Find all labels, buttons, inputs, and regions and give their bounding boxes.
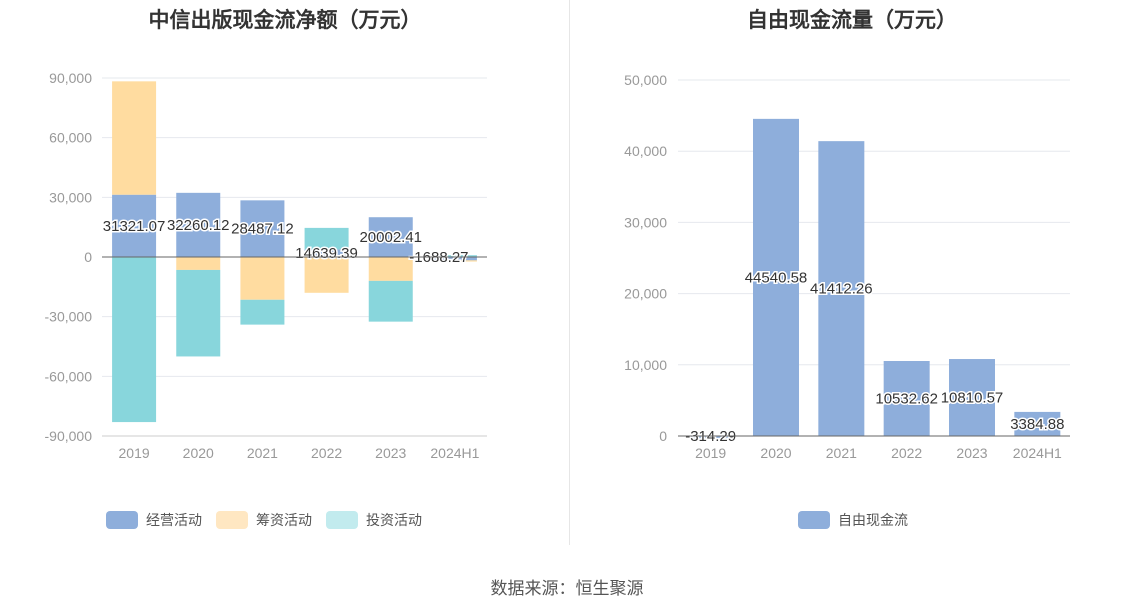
y-tick-label: 40,000: [624, 143, 667, 159]
chart-title-cashflow: 中信出版现金流净额（万元）: [148, 8, 422, 32]
x-tick-label: 2019: [119, 445, 150, 461]
bar-segment: [176, 257, 221, 270]
y-tick-label: -90,000: [45, 428, 93, 444]
data-label: 31321.07: [103, 218, 166, 235]
bar: [883, 361, 930, 436]
bar: [1014, 411, 1061, 436]
data-label: 44540.58: [745, 269, 808, 286]
x-tick-label: 2019: [695, 445, 726, 461]
y-tick-label: 30,000: [49, 189, 92, 205]
x-tick-label: 2020: [183, 445, 214, 461]
bar-segment: [432, 260, 477, 262]
x-tick-label: 2020: [760, 445, 791, 461]
bar-segment: [112, 257, 157, 423]
bar-segment: [240, 200, 285, 257]
data-source: 数据来源：恒生聚源: [490, 579, 644, 599]
data-label: 28487.12: [231, 221, 294, 238]
bar-segment: [368, 280, 413, 322]
cashflow-chart: 90,000 60,000 30,000 0 -30,000 -60,000 -90,000…: [45, 70, 487, 461]
data-label: 10532.62: [875, 391, 938, 408]
legend-label: 自由现金流: [838, 513, 908, 529]
bar-segment: [240, 257, 285, 300]
bar: [818, 141, 865, 436]
bar-segment: [304, 227, 349, 250]
y-tick-label: 0: [84, 249, 92, 265]
x-tick-label: 2024H1: [430, 445, 479, 461]
data-label: 41412.26: [810, 281, 873, 298]
y-tick-label: 10,000: [624, 357, 667, 373]
x-tick-label: 2023: [375, 445, 406, 461]
data-label: 20002.41: [359, 229, 422, 246]
bar-segment: [240, 299, 285, 325]
legend-swatch: [216, 511, 248, 529]
y-tick-label: 0: [659, 428, 667, 444]
legend-label: 投资活动: [366, 513, 422, 529]
legend-item-investing[interactable]: 投资活动: [326, 510, 422, 530]
panel-divider: [569, 0, 570, 545]
legend-swatch: [798, 511, 830, 529]
x-tick-label: 2021: [247, 445, 278, 461]
y-tick-label: -60,000: [45, 368, 93, 384]
bar: [687, 436, 734, 439]
legend-swatch: [106, 511, 138, 529]
chart-title-free-cashflow: 自由现金流量（万元）: [747, 8, 957, 32]
x-tick-label: 2023: [956, 445, 987, 461]
bar-segment: [368, 217, 413, 257]
bar-segment: [176, 269, 221, 357]
data-label: 14639.39: [295, 245, 358, 262]
bar-segment: [112, 81, 157, 195]
legend-item-operating[interactable]: 经营活动: [106, 510, 202, 530]
x-tick-label: 2022: [311, 445, 342, 461]
bar-segment: [112, 194, 157, 257]
bar-segment: [368, 257, 413, 281]
bar-segment: [176, 192, 221, 257]
legend-item-free-cashflow[interactable]: 自由现金流: [798, 510, 908, 530]
y-tick-label: -30,000: [45, 309, 93, 325]
x-tick-label: 2022: [891, 445, 922, 461]
legend-label: 经营活动: [146, 513, 202, 529]
x-tick-label: 2021: [826, 445, 857, 461]
data-label: 3384.88: [1010, 416, 1064, 433]
legend-free-cashflow: 自由现金流: [798, 510, 922, 530]
y-tick-label: 50,000: [624, 72, 667, 88]
bar-segment: [304, 257, 349, 293]
bar-segment: [432, 255, 477, 257]
y-tick-label: 90,000: [49, 70, 92, 86]
legend-cashflow: 经营活动 筹资活动 投资活动: [106, 510, 436, 530]
legend-swatch: [326, 511, 358, 529]
bar: [949, 359, 995, 436]
legend-item-financing[interactable]: 筹资活动: [216, 510, 312, 530]
legend-label: 筹资活动: [256, 513, 312, 529]
y-tick-label: 30,000: [624, 214, 667, 230]
x-tick-label: 2024H1: [1013, 445, 1062, 461]
bar-segment: [432, 257, 477, 261]
bar: [753, 118, 799, 437]
free-cashflow-chart: 50,00040,00030,00020,00010,00002019-314.…: [624, 72, 1070, 461]
data-label: 32260.12: [167, 217, 230, 234]
bar-segment: [304, 249, 349, 257]
y-tick-label: 20,000: [624, 286, 667, 302]
data-label: 10810.57: [941, 390, 1004, 407]
y-tick-label: 60,000: [49, 130, 92, 146]
